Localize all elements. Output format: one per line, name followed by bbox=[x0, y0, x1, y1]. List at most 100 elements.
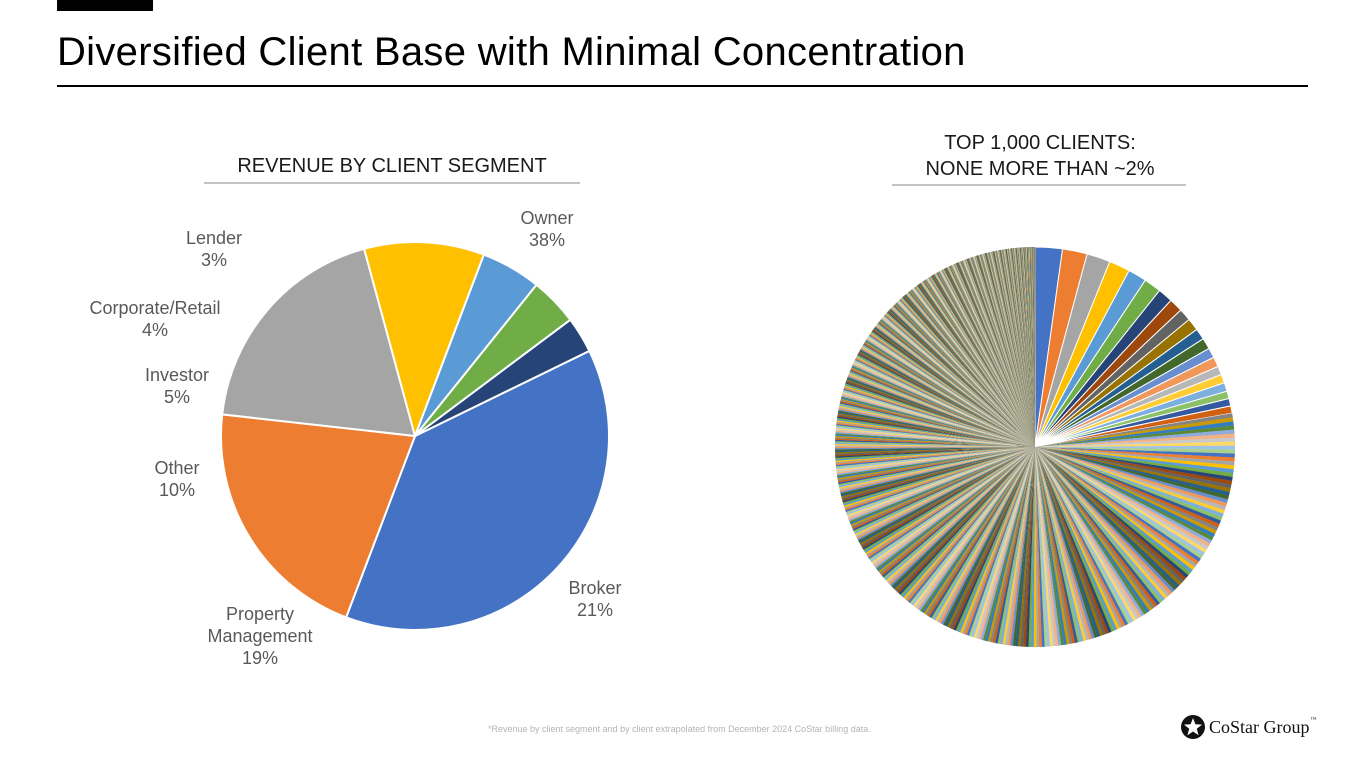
client-pie-chart bbox=[834, 246, 1236, 648]
client-slice-921 bbox=[1028, 247, 1035, 447]
client-slice-231 bbox=[851, 447, 1035, 528]
client-slice-906 bbox=[1026, 247, 1035, 447]
client-slice-732 bbox=[1000, 249, 1035, 447]
client-slice-477 bbox=[912, 288, 1035, 447]
client-slice-89 bbox=[1035, 447, 1134, 623]
client-slice-218 bbox=[861, 447, 1035, 549]
client-slice-874 bbox=[1023, 247, 1035, 447]
client-slice-283 bbox=[835, 447, 1035, 450]
client-slice-896 bbox=[1025, 247, 1035, 447]
client-slice-206 bbox=[873, 447, 1035, 567]
client-slice-242 bbox=[844, 447, 1035, 511]
segment-chart-title-underline bbox=[204, 182, 580, 184]
client-slice-25 bbox=[1035, 429, 1235, 447]
client-slice-113 bbox=[1035, 447, 1067, 645]
client-slice-498 bbox=[922, 281, 1035, 447]
client-slice-564 bbox=[951, 265, 1035, 447]
client-slice-274 bbox=[835, 447, 1035, 463]
client-slice-168 bbox=[931, 447, 1035, 620]
client-slice-191 bbox=[892, 447, 1035, 590]
client-slice-228 bbox=[853, 447, 1035, 533]
client-slice-464 bbox=[906, 293, 1035, 447]
client-slice-852 bbox=[1020, 247, 1035, 447]
client-slice-806 bbox=[1014, 248, 1035, 447]
client-slice-415 bbox=[881, 318, 1035, 447]
client-slice-678 bbox=[987, 252, 1035, 447]
client-slice-566 bbox=[951, 264, 1035, 447]
client-slice-393 bbox=[869, 333, 1035, 447]
client-slice-119 bbox=[1035, 447, 1051, 647]
client-slice-276 bbox=[835, 447, 1035, 460]
client-slice-479 bbox=[913, 287, 1035, 447]
client-slice-183 bbox=[904, 447, 1035, 601]
client-slice-786 bbox=[1010, 248, 1035, 447]
client-slice-727 bbox=[999, 250, 1035, 447]
client-slice-190 bbox=[894, 447, 1035, 591]
client-slice-653 bbox=[981, 254, 1035, 447]
client-slice-102 bbox=[1035, 447, 1098, 638]
client-slice-858 bbox=[1021, 247, 1035, 447]
client-slice-907 bbox=[1026, 247, 1035, 447]
client-slice-590 bbox=[960, 261, 1035, 447]
client-slice-490 bbox=[918, 283, 1035, 447]
client-slice-547 bbox=[944, 268, 1035, 447]
client-slice-255 bbox=[839, 447, 1035, 491]
client-slice-451 bbox=[899, 299, 1035, 447]
client-slice-603 bbox=[965, 259, 1035, 447]
client-slice-665 bbox=[984, 253, 1035, 447]
client-slice-40 bbox=[1035, 447, 1231, 493]
client-slice-50 bbox=[1035, 447, 1220, 528]
client-slice-501 bbox=[924, 280, 1035, 447]
client-slice-47 bbox=[1035, 447, 1224, 518]
client-slice-400 bbox=[873, 328, 1035, 447]
client-slice-836 bbox=[1018, 247, 1035, 447]
client-slice-768 bbox=[1007, 248, 1035, 447]
client-slice-92 bbox=[1035, 447, 1126, 627]
client-slice-925 bbox=[1028, 247, 1035, 447]
client-slice-413 bbox=[880, 319, 1035, 447]
client-slice-403 bbox=[875, 326, 1035, 447]
client-slice-890 bbox=[1025, 247, 1035, 447]
client-slice-114 bbox=[1035, 447, 1064, 646]
client-slice-795 bbox=[1012, 248, 1035, 447]
client-slice-409 bbox=[878, 322, 1035, 447]
client-slice-673 bbox=[986, 252, 1035, 447]
client-slice-484 bbox=[915, 285, 1035, 447]
client-slice-370 bbox=[858, 351, 1035, 447]
client-slice-22 bbox=[1035, 417, 1234, 447]
client-slice-93 bbox=[1035, 447, 1123, 629]
client-slice-278 bbox=[835, 447, 1035, 457]
client-slice-247 bbox=[842, 447, 1035, 503]
client-slice-920 bbox=[1028, 247, 1035, 447]
client-slice-791 bbox=[1011, 248, 1035, 447]
client-slice-772 bbox=[1008, 248, 1035, 447]
client-slice-226 bbox=[854, 447, 1035, 536]
client-slice-70 bbox=[1035, 447, 1182, 586]
client-slice-120 bbox=[1035, 447, 1048, 647]
client-slice-433 bbox=[890, 308, 1035, 447]
client-slice-55 bbox=[1035, 447, 1212, 544]
client-slice-671 bbox=[986, 252, 1035, 447]
client-slice-712 bbox=[996, 250, 1035, 447]
client-slice-174 bbox=[920, 447, 1035, 613]
client-slice-492 bbox=[919, 283, 1035, 447]
client-slice-539 bbox=[940, 270, 1035, 447]
client-slice-917 bbox=[1027, 247, 1035, 447]
client-slice-200 bbox=[880, 447, 1035, 576]
client-slice-788 bbox=[1011, 248, 1035, 447]
client-slice-98 bbox=[1035, 447, 1109, 635]
client-slice-656 bbox=[981, 254, 1035, 447]
client-slice-775 bbox=[1008, 248, 1035, 447]
client-slice-184 bbox=[903, 447, 1035, 599]
client-slice-850 bbox=[1020, 247, 1035, 447]
client-slice-204 bbox=[875, 447, 1035, 570]
client-slice-122 bbox=[1035, 447, 1042, 647]
client-slice-20 bbox=[1034, 405, 1233, 448]
client-slice-505 bbox=[925, 279, 1035, 447]
client-slice-946 bbox=[1030, 247, 1035, 447]
client-slice-405 bbox=[876, 324, 1035, 447]
client-slice-372 bbox=[859, 349, 1035, 447]
client-slice-987 bbox=[1033, 246, 1035, 447]
client-slice-957 bbox=[1031, 247, 1035, 447]
client-slice-499 bbox=[923, 280, 1035, 447]
